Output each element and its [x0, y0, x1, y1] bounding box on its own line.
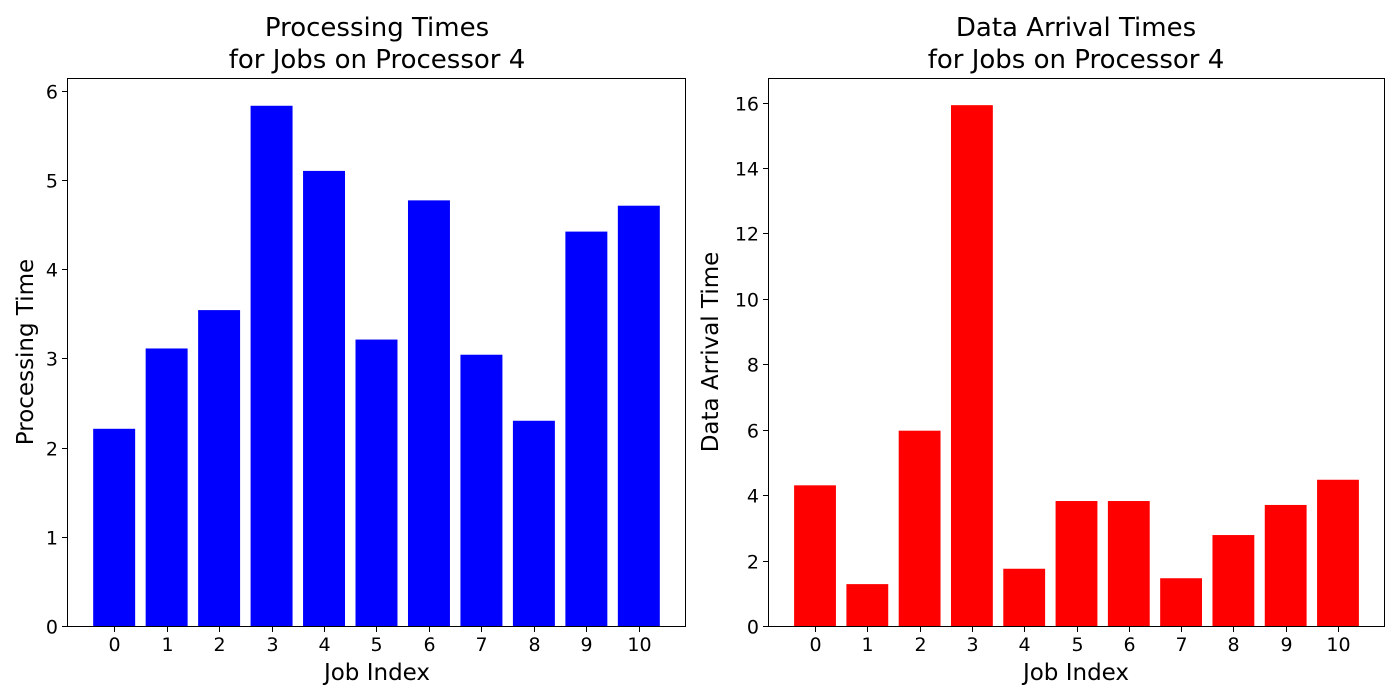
chart-title-line-1: Data Arrival Times — [956, 13, 1196, 43]
x-tick-label: 9 — [1280, 634, 1292, 656]
x-tick-label: 1 — [861, 634, 873, 656]
y-tick-label: 6 — [46, 82, 58, 104]
x-tick-label: 7 — [475, 634, 487, 656]
bar-job-4 — [1003, 568, 1046, 626]
bar-job-5 — [1055, 501, 1098, 626]
bar-job-0 — [794, 485, 836, 626]
x-tick-label: 0 — [108, 634, 120, 656]
y-tick-label: 3 — [46, 349, 58, 371]
bar-job-0 — [93, 428, 136, 626]
y-tick-label: 10 — [735, 290, 759, 312]
bar-job-10 — [1317, 479, 1359, 626]
bar-job-6 — [1107, 501, 1150, 626]
x-axis-label: Job Index — [322, 660, 430, 686]
bar-job-9 — [1264, 504, 1307, 626]
chart-title-line-2: for Jobs on Processor 4 — [229, 45, 526, 75]
chart-title-line-1: Processing Times — [265, 13, 489, 43]
bar-job-5 — [355, 339, 398, 626]
bar-job-1 — [846, 584, 889, 626]
x-tick-label: 8 — [1227, 634, 1239, 656]
bar-job-9 — [565, 231, 608, 626]
y-tick-label: 6 — [747, 421, 759, 443]
bar-job-7 — [1160, 578, 1203, 626]
x-tick-label: 6 — [423, 634, 435, 656]
y-axis-ticks: 0 2 4 6 8 10 12 14 16 — [735, 94, 769, 639]
y-tick-label: 0 — [46, 617, 58, 639]
x-tick-label: 4 — [318, 634, 330, 656]
x-tick-label: 10 — [1326, 634, 1350, 656]
bar-job-6 — [407, 200, 450, 627]
x-tick-label: 9 — [580, 634, 592, 656]
x-tick-label: 8 — [528, 634, 540, 656]
processing-times-chart: Processing Times for Jobs on Processor 4… — [13, 13, 686, 686]
x-tick-label: 5 — [370, 634, 382, 656]
bar-job-2 — [198, 310, 241, 626]
x-tick-label: 3 — [966, 634, 978, 656]
x-tick-label: 6 — [1123, 634, 1135, 656]
x-tick-label: 3 — [266, 634, 278, 656]
y-tick-label: 12 — [735, 224, 759, 246]
y-tick-label: 2 — [747, 552, 759, 574]
y-axis-ticks: 0 1 2 3 4 5 6 — [46, 82, 68, 639]
data-arrival-times-chart: Data Arrival Times for Jobs on Processor… — [698, 13, 1385, 686]
bar-job-8 — [512, 420, 555, 626]
y-tick-label: 2 — [46, 439, 58, 461]
chart-title-line-2: for Jobs on Processor 4 — [928, 45, 1225, 75]
y-axis-label: Processing Time — [13, 259, 39, 445]
plot-frame — [768, 78, 1385, 627]
x-tick-label: 2 — [213, 634, 225, 656]
y-tick-label: 4 — [747, 486, 759, 508]
bar-job-2 — [898, 430, 941, 626]
plot-frame — [67, 78, 686, 627]
bar-job-1 — [145, 348, 188, 626]
x-tick-label: 5 — [1071, 634, 1083, 656]
x-axis-label: Job Index — [1021, 660, 1129, 686]
x-tick-label: 10 — [627, 634, 651, 656]
y-tick-label: 0 — [747, 617, 759, 639]
bar-job-4 — [303, 170, 346, 626]
bar-group — [93, 105, 660, 627]
bar-job-3 — [950, 105, 993, 627]
y-tick-label: 4 — [46, 260, 58, 282]
x-axis-ticks: 0 1 2 3 4 5 6 7 8 9 10 — [809, 626, 1351, 656]
y-tick-label: 16 — [735, 94, 759, 116]
y-tick-label: 8 — [747, 355, 759, 377]
bar-job-7 — [460, 354, 503, 626]
bar-job-3 — [250, 105, 293, 626]
y-axis-label: Data Arrival Time — [698, 252, 724, 453]
y-tick-label: 14 — [735, 159, 759, 181]
x-tick-label: 4 — [1018, 634, 1030, 656]
x-tick-label: 0 — [809, 634, 821, 656]
x-tick-label: 2 — [914, 634, 926, 656]
x-tick-label: 1 — [161, 634, 173, 656]
y-tick-label: 1 — [46, 528, 58, 550]
bar-job-8 — [1212, 535, 1255, 626]
x-axis-ticks: 0 1 2 3 4 5 6 7 8 9 10 — [108, 626, 652, 656]
y-tick-label: 5 — [46, 171, 58, 193]
x-tick-label: 7 — [1175, 634, 1187, 656]
bar-group — [794, 105, 1359, 627]
bar-job-10 — [617, 205, 660, 626]
